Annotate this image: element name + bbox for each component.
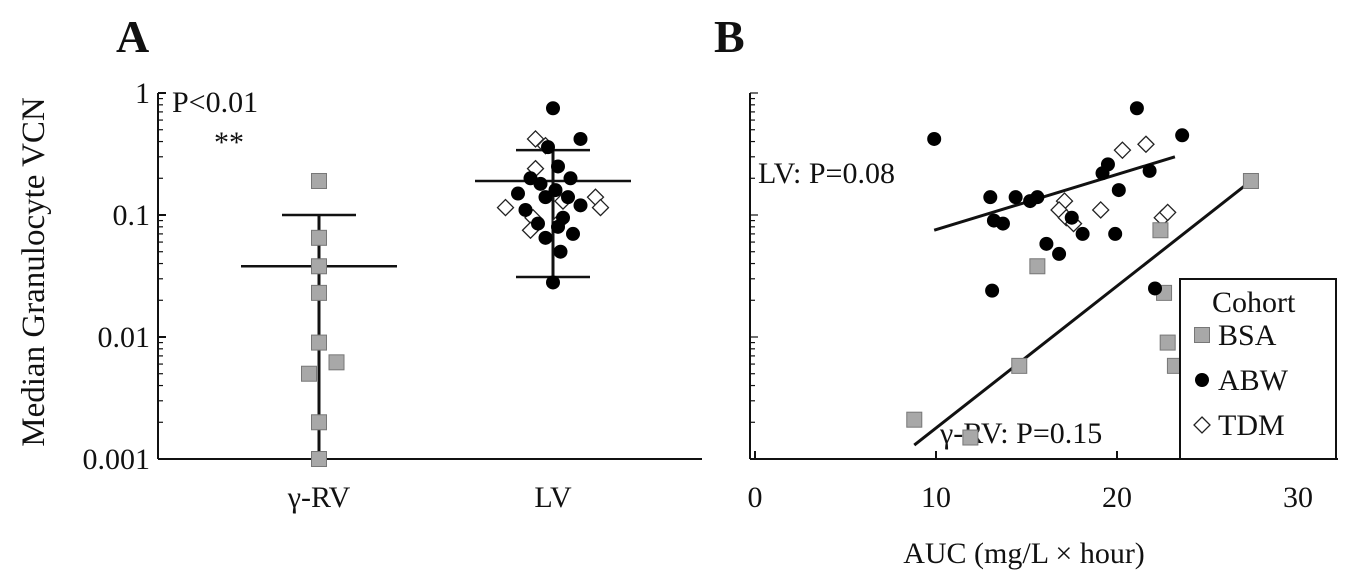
data-point-abw-b: [1111, 183, 1126, 198]
x-tick-label-b: 20: [1102, 481, 1132, 514]
data-point-bsa: [311, 334, 327, 351]
data-point-abw: [538, 190, 553, 205]
data-point-abw-b: [1039, 236, 1054, 251]
data-point-bsa: [311, 172, 327, 189]
data-point-bsa: [311, 451, 327, 467]
data-point-abw: [561, 190, 575, 205]
legend-marker-bsa: [1194, 327, 1210, 343]
significance-stars: **: [214, 126, 244, 159]
fit-lines: LV: P=0.08γ-RV: P=0.15: [758, 155, 1252, 450]
y-tick-label: 0.1: [113, 199, 151, 232]
data-point-bsa-b: [1011, 357, 1028, 374]
data-point-abw-b: [927, 131, 942, 146]
data-point-abw-b: [1129, 101, 1144, 116]
panel-b: B 0 10 20 30 AUC (mg/L × hour) LV: P=0.08γ-…: [714, 11, 1338, 570]
data-point-bsa-b: [962, 429, 979, 446]
x-category-label: LV: [534, 481, 572, 514]
y-axis-label: Median Granulocyte VCN: [16, 97, 52, 447]
data-point-bsa: [311, 229, 327, 246]
legend-label-abw: ABW: [1218, 364, 1289, 397]
x-axis-label-b: AUC (mg/L × hour): [903, 537, 1145, 570]
fit-label-lv: LV: P=0.08: [758, 157, 895, 190]
data-point-bsa-b: [1029, 258, 1046, 275]
data-point-abw-b: [1148, 281, 1163, 296]
data-point-abw-b: [985, 283, 1000, 298]
data-point-abw-b: [1064, 210, 1079, 225]
data-point-abw: [553, 244, 568, 259]
data-point-abw: [546, 101, 560, 116]
data-point-abw: [538, 230, 553, 245]
data-point-bsa: [311, 284, 327, 301]
stat-annotation: P<0.01: [172, 86, 258, 119]
fit-line: [913, 179, 1252, 447]
data-point-abw: [546, 275, 560, 290]
x-axis-categories: γ-RV LV: [287, 481, 572, 514]
data-point-bsa-b: [1242, 172, 1259, 189]
x-tick-label-b: 0: [748, 481, 763, 514]
data-point-abw: [518, 202, 533, 217]
panel-a-letter: A: [116, 11, 149, 62]
data-point-abw: [551, 159, 565, 174]
data-point-abw: [511, 186, 525, 201]
data-point-abw: [533, 176, 548, 191]
x-category-label: γ-RV: [287, 481, 351, 514]
data-point-abw: [548, 183, 563, 198]
x-tick-label-b: 10: [921, 481, 951, 514]
y-tick-label: 0.01: [98, 321, 151, 354]
data-point-abw-b: [1142, 163, 1157, 178]
legend-marker-abw: [1195, 373, 1209, 387]
data-point-bsa: [311, 414, 327, 431]
data-point-bsa: [328, 354, 345, 371]
y-axis-ticks: 1 0.1 0.01 0.001: [83, 77, 166, 476]
legend-entries: BSA ABW TDM: [1193, 319, 1289, 442]
data-point-tdm-b: [1113, 141, 1132, 160]
data-point-abw-b: [1075, 226, 1090, 241]
data-point-abw: [573, 131, 588, 146]
data-point-tdm-b: [1091, 201, 1110, 219]
y-tick-label: 1: [135, 77, 150, 110]
legend: Cohort BSA ABW TDM: [1179, 278, 1337, 460]
data-point-tdm-b: [1158, 203, 1177, 222]
panel-b-letter: B: [714, 11, 745, 62]
data-point-abw: [531, 216, 545, 231]
data-point-bsa: [311, 258, 327, 275]
x-axis-ticks-b: 0 10 20 30: [748, 451, 1313, 514]
data-point-abw-b: [1175, 128, 1190, 143]
fit-line: [933, 155, 1176, 232]
legend-label-bsa: BSA: [1218, 319, 1277, 352]
x-tick-label-b: 30: [1283, 481, 1313, 514]
data-point-tdm-b: [1137, 135, 1155, 154]
data-point-abw-b: [995, 216, 1010, 231]
panel-a: A Median Granulocyte VCN 1 0.1 0.01 0.001 γ…: [16, 11, 702, 514]
data-point-abw-b: [983, 190, 998, 205]
legend-title: Cohort: [1212, 286, 1296, 319]
data-point-abw-b: [1100, 157, 1115, 172]
data-point-abw-b: [1052, 246, 1067, 261]
data-point-abw-b: [1030, 190, 1045, 205]
data-point-abw-b: [1008, 190, 1023, 205]
data-point-bsa: [301, 365, 317, 382]
data-point-tdm: [496, 198, 515, 217]
data-point-bsa-b: [906, 411, 923, 428]
data-point-abw: [563, 171, 578, 186]
data-point-abw: [573, 198, 588, 213]
data-point-abw: [541, 140, 555, 155]
data-point-tdm: [591, 198, 610, 217]
legend-label-tdm: TDM: [1218, 409, 1285, 442]
data-points: [301, 101, 610, 467]
data-point-abw: [566, 226, 580, 241]
y-tick-label: 0.001: [83, 443, 151, 476]
data-point-abw-b: [1108, 226, 1123, 241]
data-points-b: [906, 101, 1259, 446]
legend-marker-tdm: [1193, 416, 1211, 434]
data-point-abw: [551, 219, 565, 234]
data-point-bsa-b: [1152, 222, 1169, 239]
data-point-bsa-b: [1159, 334, 1176, 351]
y-axis-minor-ticks-b: [750, 92, 758, 460]
